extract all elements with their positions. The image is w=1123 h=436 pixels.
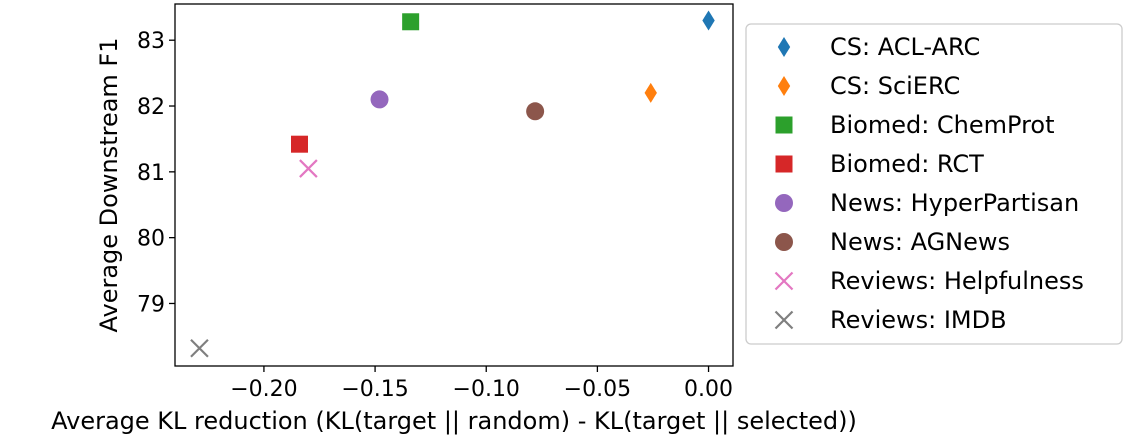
legend-marker	[777, 76, 791, 96]
legend-item: CS: SciERC	[777, 72, 960, 100]
x-tick-label: −0.10	[453, 377, 520, 402]
legend-marker	[774, 310, 794, 330]
legend-label: News: HyperPartisan	[830, 189, 1079, 217]
data-point	[526, 102, 545, 121]
x-tick-label: −0.20	[230, 377, 297, 402]
legend-label: News: AGNews	[830, 228, 1010, 256]
y-tick-label: 80	[137, 227, 165, 252]
data-points	[190, 10, 715, 358]
legend-label: Biomed: ChemProt	[830, 111, 1055, 139]
legend-item: Biomed: ChemProt	[775, 111, 1055, 139]
x-tick-label: 0.00	[684, 377, 733, 402]
data-point	[702, 10, 715, 31]
y-axis-label: Average Downstream F1	[95, 38, 123, 333]
data-point	[370, 90, 389, 109]
legend-marker	[775, 194, 793, 212]
legend-label: Biomed: RCT	[830, 150, 984, 178]
legend: CS: ACL-ARC CS: SciERC Biomed: ChemProt Bio…	[745, 23, 1123, 345]
y-tick-label: 79	[137, 292, 165, 317]
plot-area	[174, 3, 734, 367]
legend-marker	[775, 155, 793, 173]
legend-label: Reviews: IMDB	[830, 306, 1007, 334]
legend-marker	[774, 271, 794, 291]
x-axis-label: Average KL reduction (KL(target || rando…	[51, 407, 857, 435]
x-tick-label: −0.05	[564, 377, 631, 402]
y-tick-label: 82	[137, 95, 165, 120]
data-point	[402, 13, 420, 31]
y-tick-label: 81	[137, 161, 165, 186]
data-point	[290, 135, 308, 153]
x-tick-label: −0.15	[341, 377, 408, 402]
data-point	[644, 82, 657, 103]
legend-item: News: HyperPartisan	[775, 189, 1079, 217]
legend-item: Biomed: RCT	[775, 150, 984, 178]
legend-marker	[775, 116, 793, 134]
axes-frame	[174, 3, 734, 367]
legend-item: Reviews: IMDB	[774, 306, 1007, 334]
legend-item: Reviews: Helpfulness	[774, 267, 1084, 295]
legend-item: CS: ACL-ARC	[777, 33, 980, 61]
legend-box	[745, 23, 1123, 345]
y-axis-ticks: 79 80 81 82 83	[137, 29, 175, 317]
legend-item: News: AGNews	[775, 228, 1010, 256]
legend-label: CS: ACL-ARC	[830, 33, 980, 61]
legend-marker	[775, 233, 793, 251]
y-tick-label: 83	[137, 29, 165, 54]
legend-label: CS: SciERC	[830, 72, 960, 100]
legend-label: Reviews: Helpfulness	[830, 267, 1084, 295]
x-axis-ticks: −0.20 −0.15 −0.10 −0.05 0.00	[230, 366, 733, 402]
data-point	[190, 338, 209, 358]
legend-marker	[777, 37, 791, 57]
data-point	[299, 159, 318, 178]
